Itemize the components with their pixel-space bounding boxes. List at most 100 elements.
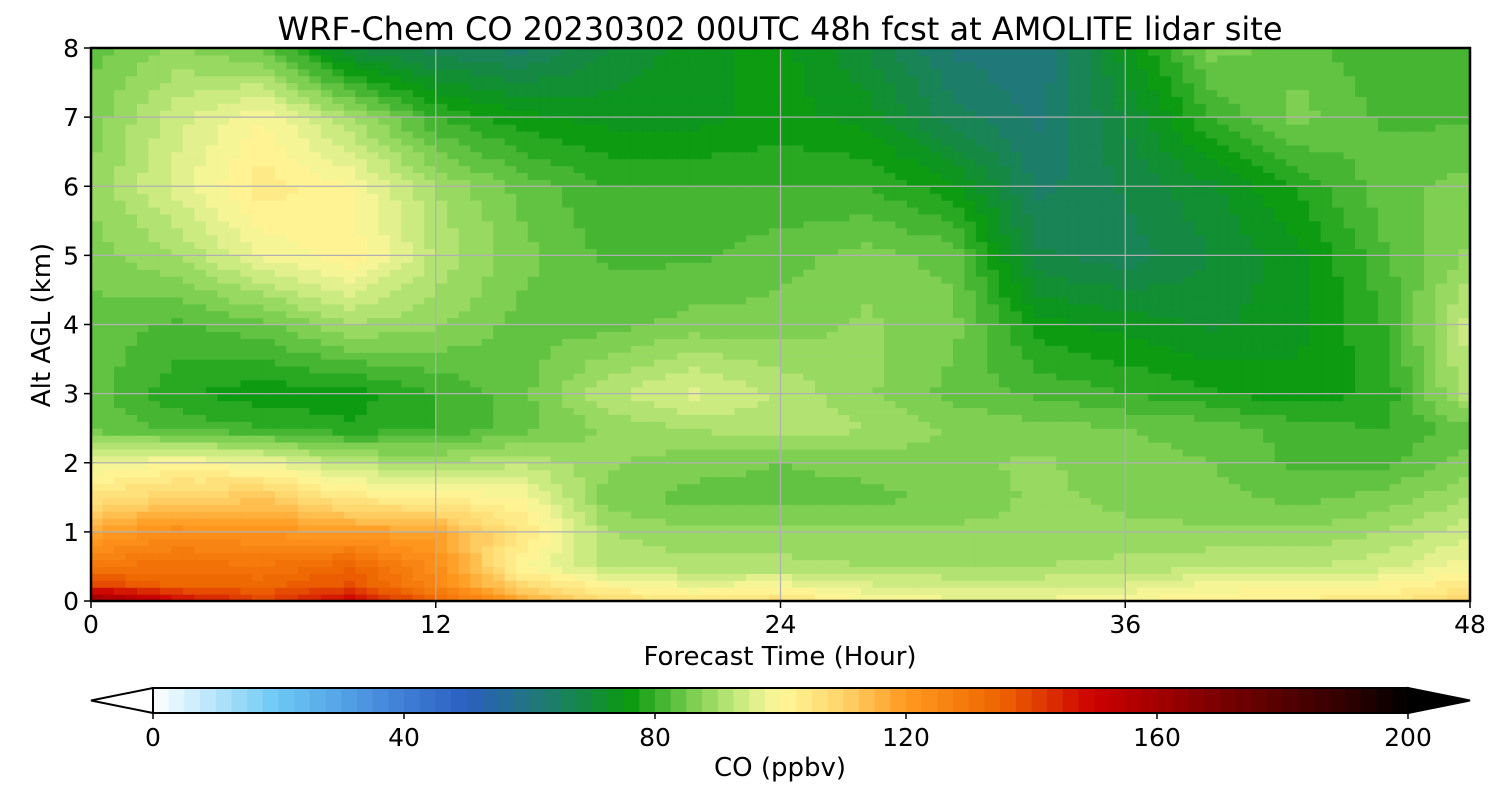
heatmap-cell [1320, 469, 1333, 478]
heatmap-cell [1274, 531, 1287, 540]
heatmap-cell [217, 386, 230, 395]
heatmap-cell [447, 504, 460, 512]
heatmap-cell [562, 497, 575, 505]
heatmap-cell [677, 345, 690, 353]
heatmap-cell [1274, 379, 1287, 388]
heatmap-cell [286, 573, 299, 581]
heatmap-cell [1136, 476, 1149, 485]
heatmap-cell [194, 511, 207, 519]
heatmap-cell [539, 442, 552, 450]
heatmap-cell [1010, 518, 1023, 526]
heatmap-cell [263, 379, 276, 388]
heatmap-cell [1286, 386, 1299, 395]
heatmap-cell [1412, 331, 1425, 339]
heatmap-cell [700, 428, 713, 436]
heatmap-cell [1320, 566, 1333, 574]
heatmap-cell [1424, 566, 1437, 574]
heatmap-cell [1343, 407, 1356, 415]
heatmap-cell [1079, 490, 1092, 498]
heatmap-cell [642, 469, 655, 478]
heatmap-cell [343, 476, 356, 485]
heatmap-cell [941, 379, 954, 388]
heatmap-cell [182, 580, 196, 588]
heatmap-cell [1171, 497, 1184, 505]
heatmap-cell [665, 594, 678, 601]
heatmap-cell [883, 524, 897, 533]
heatmap-cell [286, 317, 299, 326]
heatmap-cell [1205, 435, 1218, 443]
heatmap-cell [688, 587, 701, 595]
heatmap-cell [113, 490, 127, 498]
heatmap-cell [205, 338, 219, 346]
heatmap-cell [1044, 531, 1057, 540]
heatmap-cell [1182, 421, 1195, 429]
heatmap-cell [481, 421, 494, 429]
heatmap-cell [1113, 462, 1126, 471]
heatmap-cell [998, 331, 1011, 339]
heatmap-cell [1274, 497, 1287, 505]
heatmap-cell [539, 518, 552, 526]
heatmap-cell [1366, 524, 1379, 533]
heatmap-cell [493, 545, 506, 554]
heatmap-cell [642, 559, 655, 568]
heatmap-cell [1378, 594, 1391, 601]
heatmap-cell [1228, 545, 1241, 554]
heatmap-cell [297, 483, 310, 491]
heatmap-cell [159, 559, 173, 568]
heatmap-cell [1148, 483, 1161, 491]
heatmap-cell [527, 469, 540, 478]
heatmap-cell [734, 442, 747, 450]
heatmap-cell [895, 421, 908, 429]
heatmap-cell [654, 566, 667, 574]
heatmap-cell [1056, 490, 1069, 498]
heatmap-cell [998, 421, 1011, 429]
heatmap-cell [447, 386, 460, 395]
heatmap-cell [1447, 566, 1460, 574]
heatmap-cell [228, 324, 241, 333]
heatmap-cell [700, 345, 713, 353]
heatmap-cell [562, 552, 575, 561]
heatmap-cell [596, 545, 609, 554]
heatmap-cell [918, 393, 931, 402]
heatmap-cell [1309, 365, 1322, 374]
heatmap-cell [585, 428, 598, 436]
heatmap-cell [1205, 476, 1218, 485]
heatmap-cell [734, 428, 747, 436]
heatmap-cell [1182, 573, 1195, 581]
heatmap-cell [274, 324, 287, 333]
heatmap-cell [389, 400, 402, 409]
heatmap-cell [539, 594, 552, 601]
heatmap-cell [1217, 538, 1230, 547]
heatmap-cell [1056, 476, 1069, 485]
heatmap-cell [964, 414, 977, 422]
heatmap-cell [941, 365, 954, 374]
heatmap-cell [791, 566, 805, 574]
heatmap-cell [1182, 393, 1195, 402]
heatmap-cell [746, 518, 759, 526]
heatmap-cell [182, 559, 196, 568]
heatmap-cell [412, 538, 425, 547]
heatmap-cell [1056, 317, 1069, 326]
heatmap-cell [631, 317, 644, 326]
heatmap-cell [378, 414, 391, 422]
heatmap-cell [573, 469, 586, 478]
heatmap-cell [1113, 352, 1126, 360]
heatmap-cell [941, 587, 954, 595]
heatmap-cell [1458, 497, 1470, 505]
heatmap-cell [205, 552, 219, 561]
heatmap-cell [631, 566, 644, 574]
heatmap-cell [516, 469, 529, 478]
heatmap-cell [1113, 421, 1126, 429]
heatmap-cell [332, 331, 345, 339]
heatmap-cell [481, 379, 494, 388]
heatmap-cell [1148, 476, 1161, 485]
heatmap-cell [205, 393, 219, 402]
heatmap-cell [688, 435, 701, 443]
heatmap-cell [1067, 317, 1080, 326]
heatmap-cell [91, 359, 104, 367]
heatmap-cell [585, 407, 598, 415]
heatmap-cell [1125, 435, 1138, 443]
heatmap-cell [1217, 566, 1230, 574]
heatmap-cell [596, 428, 609, 436]
heatmap-cell [952, 483, 965, 491]
